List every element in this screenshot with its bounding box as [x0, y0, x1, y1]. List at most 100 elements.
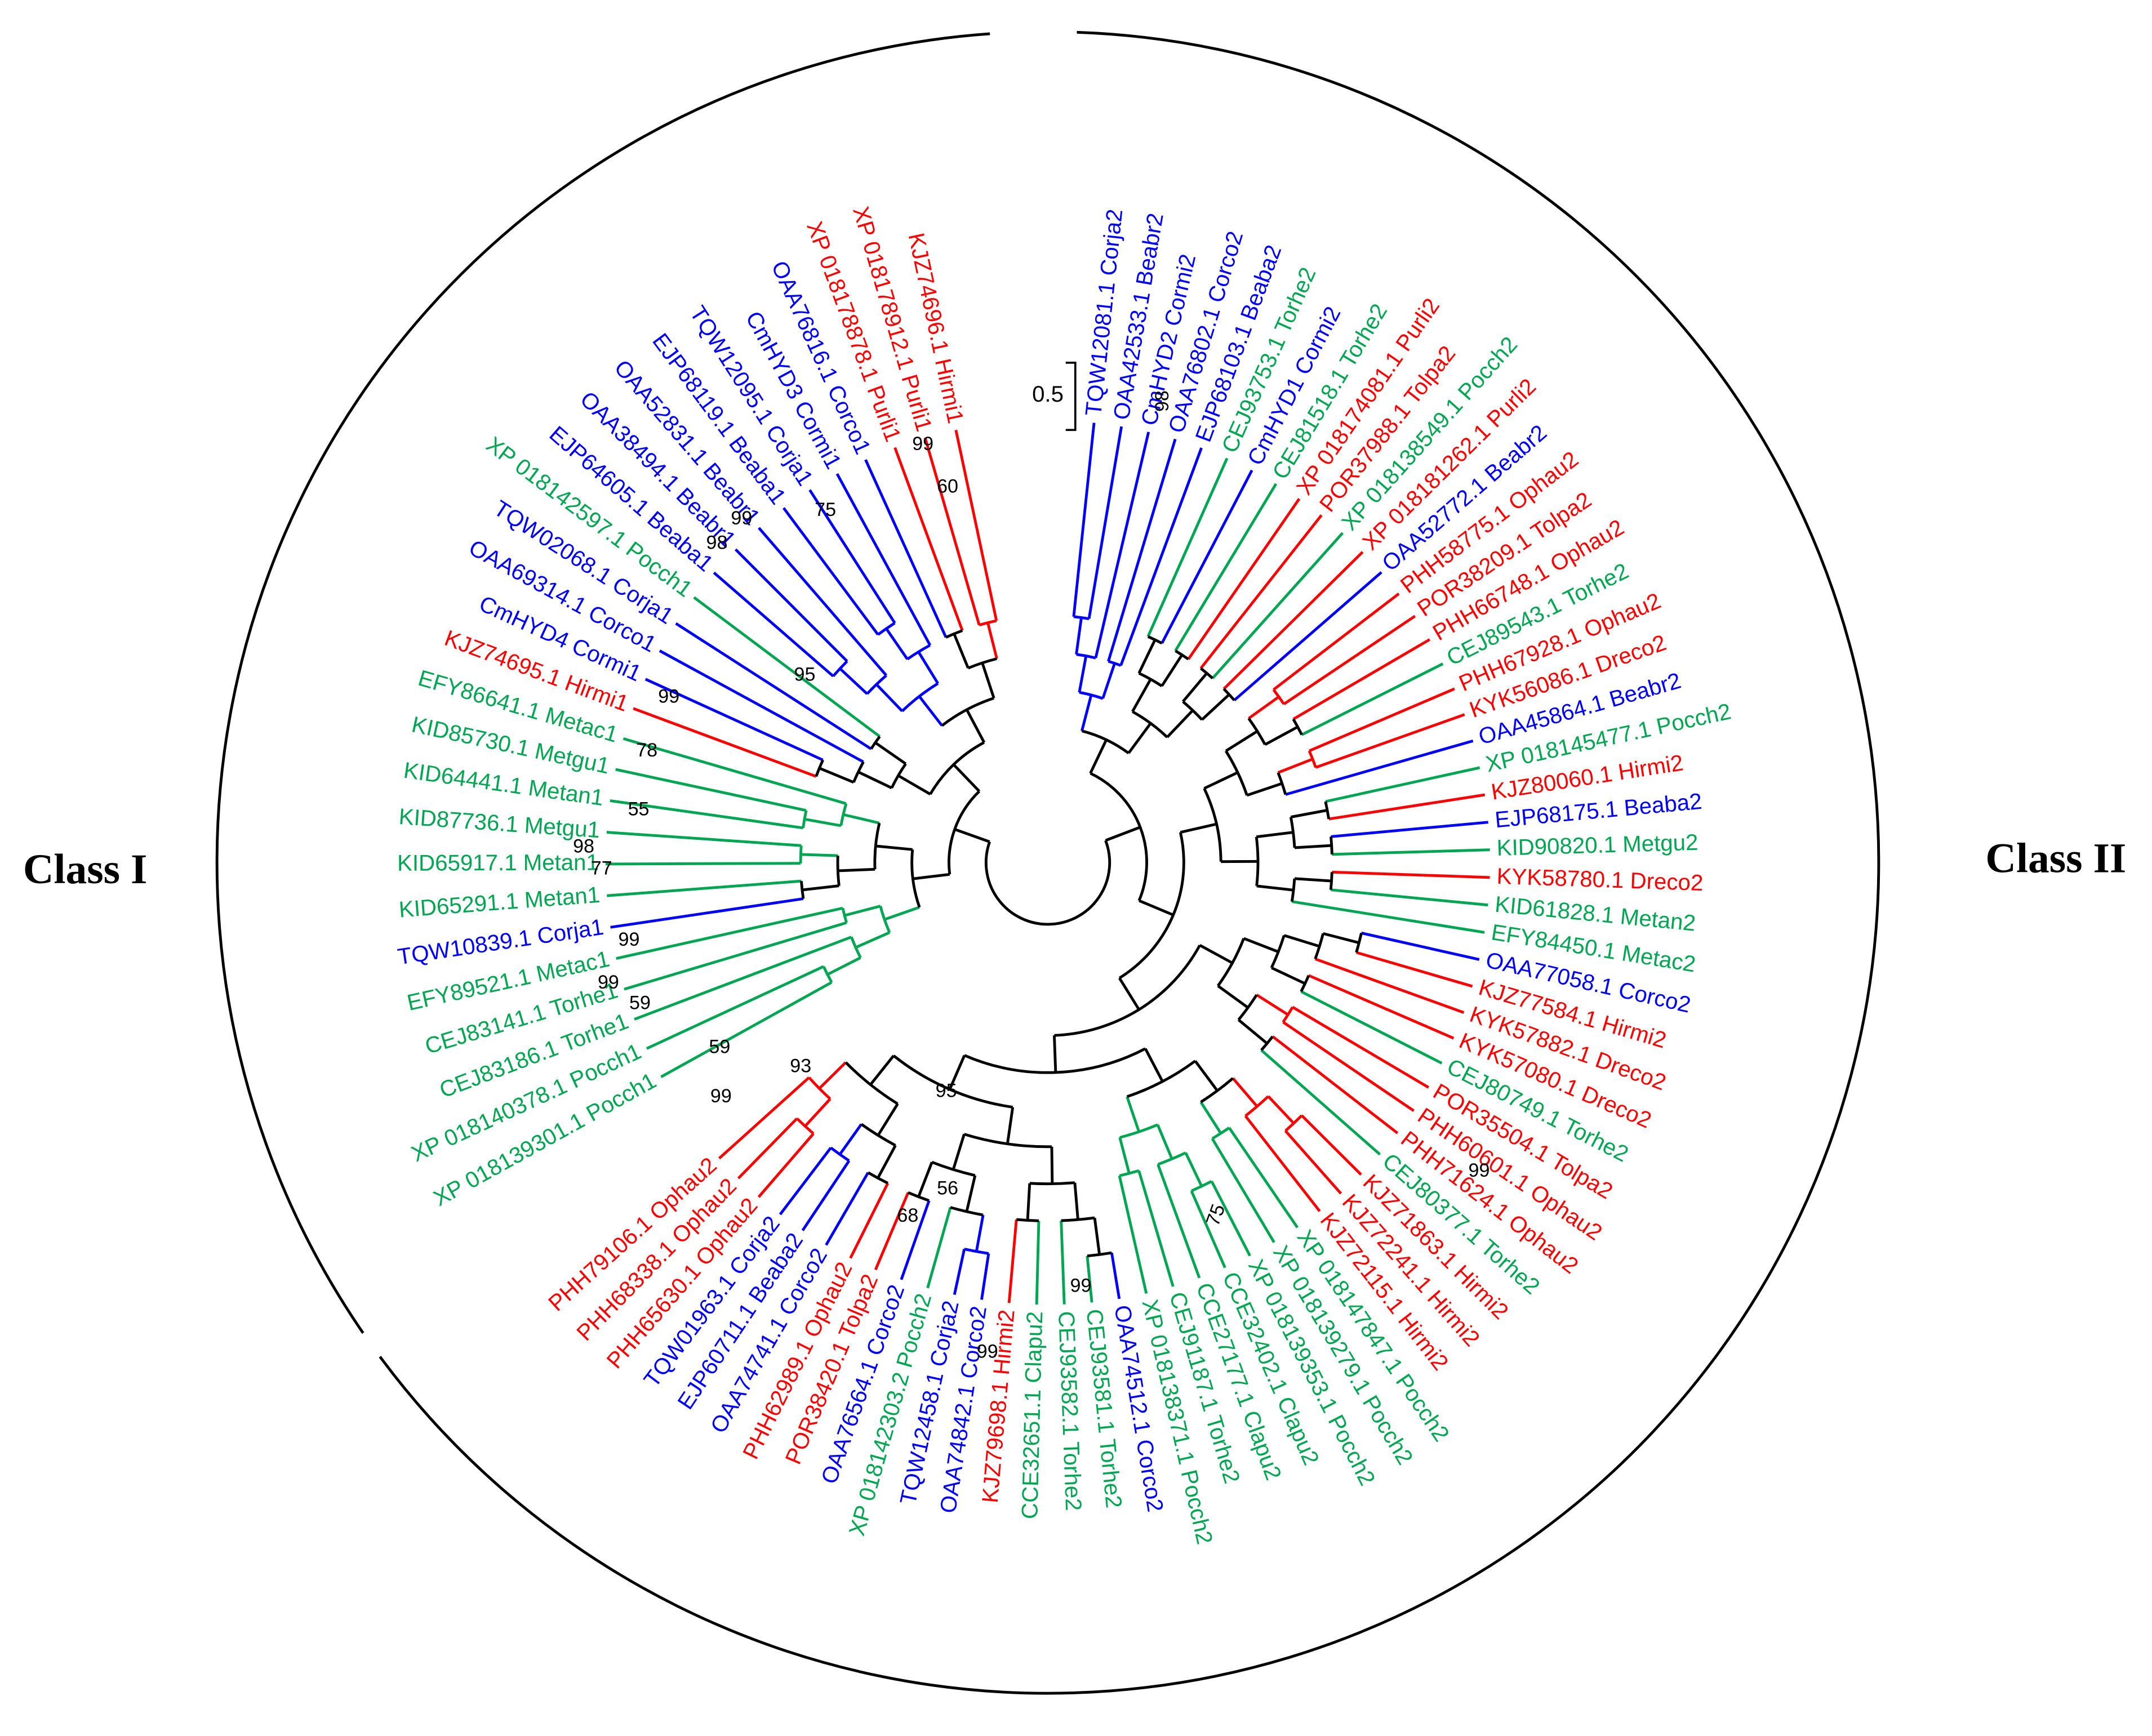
branch — [1174, 483, 1278, 652]
branch — [965, 709, 986, 744]
branch-arc — [1270, 934, 1286, 969]
branch-arc — [1119, 1169, 1140, 1177]
branch — [819, 767, 855, 784]
branch-arc — [979, 619, 997, 627]
branch — [1073, 1182, 1079, 1220]
branch-arc — [1175, 649, 1189, 661]
branch — [986, 622, 998, 660]
branch — [1270, 966, 1306, 985]
branch-arc — [1292, 718, 1303, 736]
branch — [1087, 426, 1123, 619]
bootstrap-value: 77 — [591, 857, 612, 879]
leaf-label: KID65917.1 Metan1 — [397, 850, 599, 876]
bootstrap-value: 60 — [937, 476, 958, 497]
branch — [1300, 1114, 1362, 1176]
branch — [874, 1192, 910, 1271]
branch — [607, 879, 802, 897]
branch — [644, 678, 824, 762]
branch — [616, 906, 843, 960]
branch-arc — [1237, 994, 1258, 1021]
branch-arc — [1157, 1151, 1186, 1166]
leaf-label: KID65291.1 Metan1 — [398, 882, 601, 923]
bootstrap-value: 68 — [897, 1205, 918, 1226]
branch — [1300, 990, 1443, 1065]
branch — [1331, 888, 1488, 907]
branch — [782, 507, 879, 636]
branch — [758, 527, 888, 676]
branch — [875, 683, 904, 713]
branch — [825, 1172, 870, 1246]
branch — [1256, 831, 1293, 839]
branch — [1131, 678, 1152, 713]
branch — [975, 1214, 985, 1252]
branch — [981, 662, 995, 699]
branch — [951, 1133, 966, 1170]
branch — [835, 473, 932, 646]
bootstrap-value: 98 — [706, 532, 728, 554]
branch-arc — [1284, 1114, 1303, 1132]
branch — [953, 1248, 966, 1296]
bootstrap-value: 99 — [1070, 1275, 1092, 1297]
branch — [1294, 877, 1332, 883]
branch — [1166, 709, 1194, 738]
branch — [624, 921, 847, 991]
branch — [1110, 1252, 1121, 1299]
branch — [646, 965, 824, 1050]
branch — [918, 695, 944, 727]
branch-arc — [1061, 1216, 1095, 1222]
branch — [1156, 1124, 1173, 1160]
branch-arc — [1132, 710, 1168, 738]
branch — [849, 1182, 890, 1259]
bootstrap-value: 78 — [636, 740, 657, 761]
branch — [1267, 1095, 1295, 1124]
branch — [1139, 899, 1174, 916]
bootstrap-value: 99 — [1469, 1160, 1490, 1181]
branch — [877, 1103, 899, 1136]
branch — [1211, 532, 1344, 679]
branch — [1118, 1137, 1131, 1174]
branch — [1199, 1101, 1222, 1134]
branch-arc — [1147, 635, 1163, 645]
branch — [1203, 771, 1239, 790]
branch-arc — [1108, 660, 1122, 667]
branch — [1285, 739, 1474, 796]
branch — [1264, 725, 1299, 746]
branch — [917, 1161, 933, 1198]
branch — [610, 799, 803, 830]
branch — [948, 1054, 966, 1090]
branch — [757, 1133, 815, 1198]
branch — [1026, 1183, 1031, 1221]
branch — [1328, 793, 1486, 821]
branch — [1146, 457, 1229, 638]
branch — [897, 774, 931, 796]
branch-arc — [1289, 817, 1296, 848]
branch-arc — [1330, 836, 1333, 854]
branch — [1184, 1152, 1203, 1187]
branch — [1308, 974, 1455, 1040]
branch — [1332, 870, 1490, 879]
branch-arc — [1244, 1095, 1269, 1118]
branch — [864, 459, 948, 638]
branch — [1137, 639, 1157, 674]
bootstrap-value: 99 — [598, 972, 619, 993]
bootstrap-value: 99 — [658, 686, 679, 707]
branch — [1190, 1190, 1226, 1268]
class-label: Class II — [1985, 835, 2126, 882]
branch — [923, 437, 981, 626]
branch — [1119, 447, 1203, 666]
branch — [953, 633, 970, 669]
branch-arc — [860, 1123, 896, 1147]
bootstrap-value: 59 — [709, 1036, 730, 1057]
branch — [623, 737, 847, 805]
branch — [1081, 695, 1093, 732]
bootstrap-value: 99 — [619, 929, 640, 950]
branch — [1161, 654, 1184, 687]
branch — [1118, 977, 1140, 1011]
branch — [1201, 693, 1230, 721]
leaf-label: KID90820.1 Metgu2 — [1496, 830, 1699, 861]
branch — [877, 1145, 897, 1179]
branch — [1035, 1221, 1041, 1305]
branch — [1237, 1018, 1268, 1045]
branch-arc — [1324, 801, 1331, 820]
branch — [875, 844, 913, 851]
